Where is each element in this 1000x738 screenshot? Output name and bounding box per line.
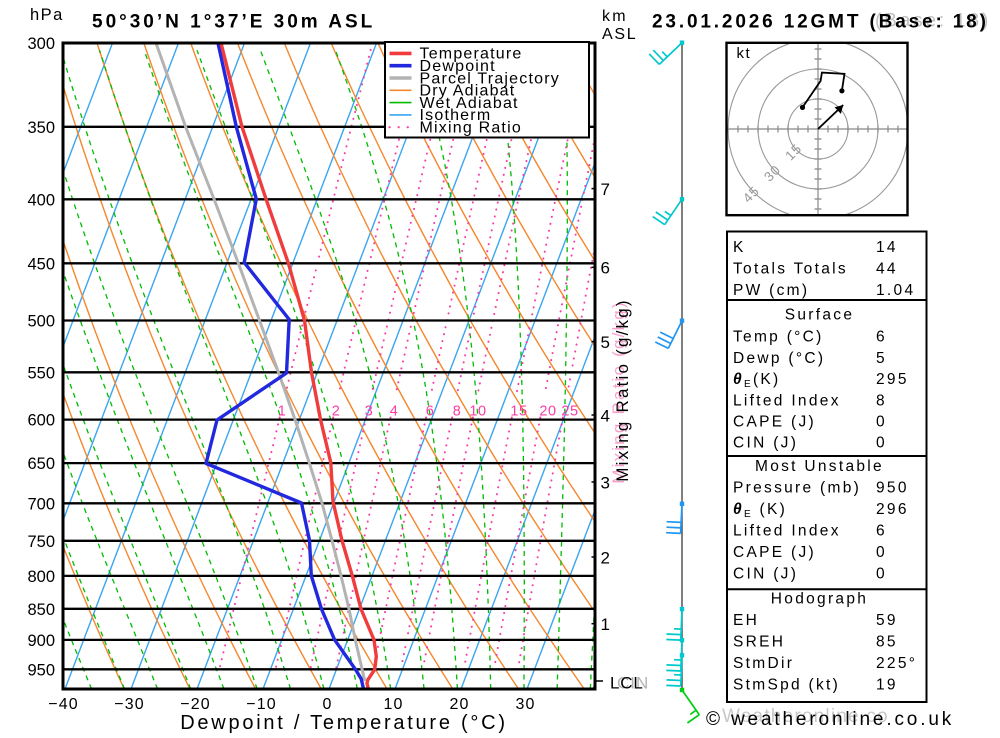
svg-text:−40: −40 bbox=[48, 696, 78, 713]
svg-text:0: 0 bbox=[876, 544, 887, 561]
svg-text:800: 800 bbox=[27, 568, 55, 586]
svg-text:StmDir: StmDir bbox=[733, 655, 794, 672]
svg-text:300: 300 bbox=[27, 35, 55, 53]
svg-text:1: 1 bbox=[278, 404, 287, 420]
svg-text:350: 350 bbox=[27, 119, 55, 137]
svg-text:85: 85 bbox=[876, 634, 898, 651]
svg-text:23.01.2026 12GMT (Base: 18): 23.01.2026 12GMT (Base: 18) bbox=[652, 12, 989, 33]
svg-text:CIN (J): CIN (J) bbox=[733, 434, 798, 451]
svg-text:Lifted Index: Lifted Index bbox=[733, 523, 841, 540]
svg-text:LCL: LCL bbox=[610, 674, 644, 693]
svg-text:4: 4 bbox=[390, 404, 399, 420]
svg-text:950: 950 bbox=[876, 480, 909, 497]
svg-text:0: 0 bbox=[876, 414, 887, 431]
svg-text:20: 20 bbox=[450, 696, 470, 713]
svg-text:θE (K): θE (K) bbox=[733, 501, 787, 520]
svg-text:Dewp (°C): Dewp (°C) bbox=[733, 350, 825, 367]
svg-text:700: 700 bbox=[27, 495, 55, 513]
svg-text:0: 0 bbox=[323, 696, 333, 713]
svg-text:0: 0 bbox=[876, 434, 887, 451]
svg-text:15: 15 bbox=[510, 404, 527, 420]
svg-text:−20: −20 bbox=[180, 696, 210, 713]
svg-text:EH: EH bbox=[733, 612, 759, 629]
svg-text:2: 2 bbox=[332, 404, 341, 420]
svg-text:5: 5 bbox=[876, 350, 887, 367]
svg-text:SREH: SREH bbox=[733, 634, 785, 651]
svg-text:225°: 225° bbox=[876, 655, 917, 672]
svg-text:Pressure (mb): Pressure (mb) bbox=[733, 480, 861, 497]
svg-text:Hodograph: Hodograph bbox=[771, 591, 868, 608]
svg-text:θE(K): θE(K) bbox=[733, 371, 781, 390]
svg-text:295: 295 bbox=[876, 371, 909, 388]
svg-text:50°30’N 1°37’E 30m ASL: 50°30’N 1°37’E 30m ASL bbox=[92, 12, 375, 33]
svg-text:CAPE (J): CAPE (J) bbox=[733, 544, 816, 561]
svg-text:900: 900 bbox=[27, 632, 55, 650]
svg-text:CIN (J): CIN (J) bbox=[733, 566, 798, 583]
svg-text:6: 6 bbox=[426, 404, 435, 420]
svg-text:ASL: ASL bbox=[602, 26, 637, 43]
svg-text:Mixing Ratio (g/kg): Mixing Ratio (g/kg) bbox=[613, 298, 632, 482]
svg-text:950: 950 bbox=[27, 661, 55, 679]
svg-text:550: 550 bbox=[27, 364, 55, 382]
svg-text:750: 750 bbox=[27, 533, 55, 551]
svg-text:hPa: hPa bbox=[30, 6, 64, 24]
svg-text:400: 400 bbox=[27, 191, 55, 209]
svg-text:3: 3 bbox=[365, 404, 374, 420]
svg-text:Surface: Surface bbox=[785, 307, 855, 324]
svg-text:296: 296 bbox=[876, 501, 909, 518]
svg-text:−10: −10 bbox=[246, 696, 276, 713]
svg-text:6: 6 bbox=[601, 259, 610, 278]
svg-text:StmSpd (kt): StmSpd (kt) bbox=[733, 677, 840, 694]
svg-text:10: 10 bbox=[469, 404, 486, 420]
svg-text:20: 20 bbox=[539, 404, 556, 420]
svg-text:25: 25 bbox=[561, 404, 578, 420]
svg-text:7: 7 bbox=[601, 180, 610, 199]
svg-text:CAPE (J): CAPE (J) bbox=[733, 414, 816, 431]
svg-text:600: 600 bbox=[27, 412, 55, 430]
svg-text:PW (cm): PW (cm) bbox=[733, 282, 809, 299]
svg-text:850: 850 bbox=[27, 601, 55, 619]
svg-text:2: 2 bbox=[601, 548, 610, 567]
svg-text:Most Unstable: Most Unstable bbox=[755, 458, 884, 475]
svg-text:59: 59 bbox=[876, 612, 898, 629]
svg-text:kt: kt bbox=[737, 45, 752, 62]
svg-text:650: 650 bbox=[27, 455, 55, 473]
svg-text:Lifted Index: Lifted Index bbox=[733, 393, 841, 410]
svg-text:450: 450 bbox=[27, 255, 55, 273]
svg-text:K: K bbox=[733, 239, 746, 256]
svg-text:500: 500 bbox=[27, 313, 55, 331]
svg-text:6: 6 bbox=[876, 523, 887, 540]
svg-text:Totals Totals: Totals Totals bbox=[733, 261, 848, 278]
svg-text:© weatheronline.co.uk: © weatheronline.co.uk bbox=[706, 709, 954, 730]
svg-text:19: 19 bbox=[876, 677, 898, 694]
svg-text:−30: −30 bbox=[114, 696, 144, 713]
svg-text:Temp (°C): Temp (°C) bbox=[733, 329, 824, 346]
svg-text:44: 44 bbox=[876, 261, 898, 278]
svg-text:10: 10 bbox=[384, 696, 404, 713]
svg-text:1: 1 bbox=[601, 615, 610, 634]
svg-text:14: 14 bbox=[876, 239, 898, 256]
svg-text:8: 8 bbox=[876, 393, 887, 410]
svg-text:1.04: 1.04 bbox=[876, 282, 915, 299]
svg-text:0: 0 bbox=[876, 566, 887, 583]
svg-text:Dewpoint / Temperature (°C): Dewpoint / Temperature (°C) bbox=[180, 712, 508, 733]
svg-text:30: 30 bbox=[516, 696, 536, 713]
svg-text:6: 6 bbox=[876, 329, 887, 346]
svg-text:km: km bbox=[602, 8, 628, 25]
svg-text:8: 8 bbox=[453, 404, 462, 420]
svg-text:Mixing Ratio: Mixing Ratio bbox=[420, 120, 522, 137]
